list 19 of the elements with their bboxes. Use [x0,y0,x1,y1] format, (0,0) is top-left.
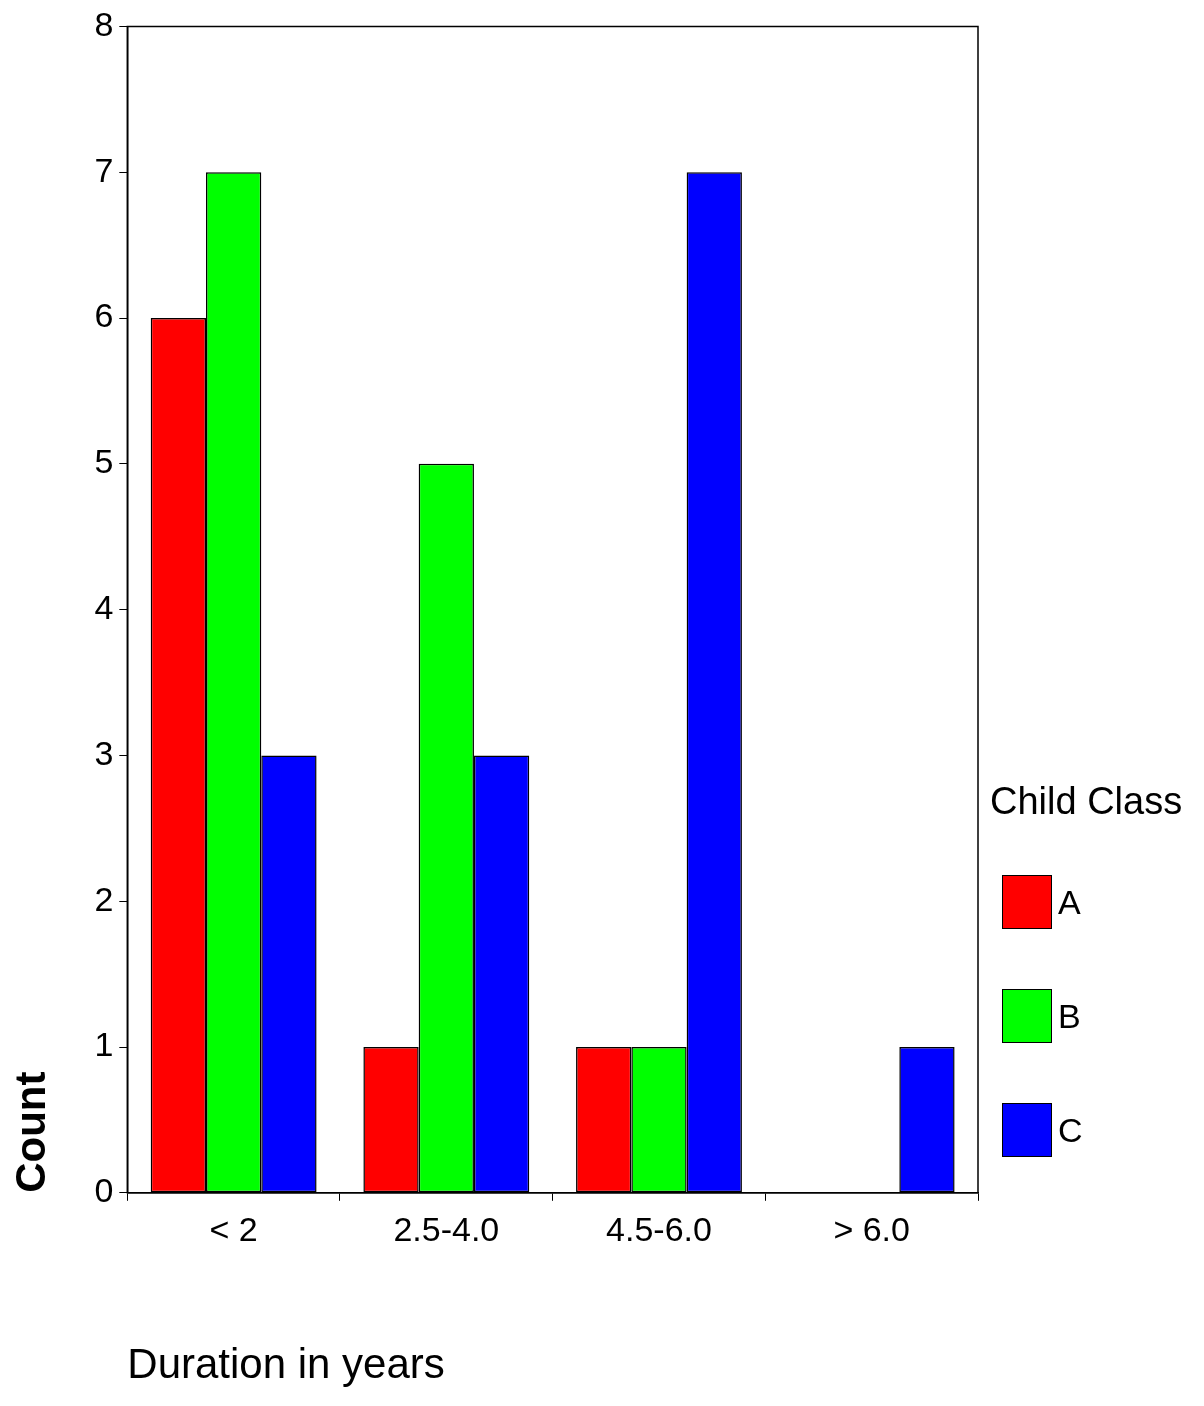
x-tick-label: 4.5-6.0 [606,1209,712,1248]
y-tick-label: 5 [94,442,114,481]
legend-label: A [1058,882,1081,922]
y-axis-title: Count [6,1071,54,1193]
y-tick-label: 6 [94,296,114,335]
x-axis-title: Duration in years [127,1340,445,1388]
x-tick-label: > 6.0 [833,1209,910,1248]
y-tick-label: 4 [94,587,114,626]
y-tick-label: 2 [94,879,114,918]
y-tick-label: 0 [94,1171,114,1210]
legend-label: C [1058,1110,1083,1150]
y-tick-label: 1 [94,1025,114,1064]
legend-title: Child Class [990,780,1184,823]
y-tick-label: 3 [94,733,114,772]
y-tick-label: 8 [94,4,114,43]
x-tick-label: 2.5-4.0 [393,1209,500,1248]
y-tick-label: 7 [94,150,114,189]
x-tick-label: < 2 [209,1209,258,1248]
legend-label: B [1058,996,1081,1036]
